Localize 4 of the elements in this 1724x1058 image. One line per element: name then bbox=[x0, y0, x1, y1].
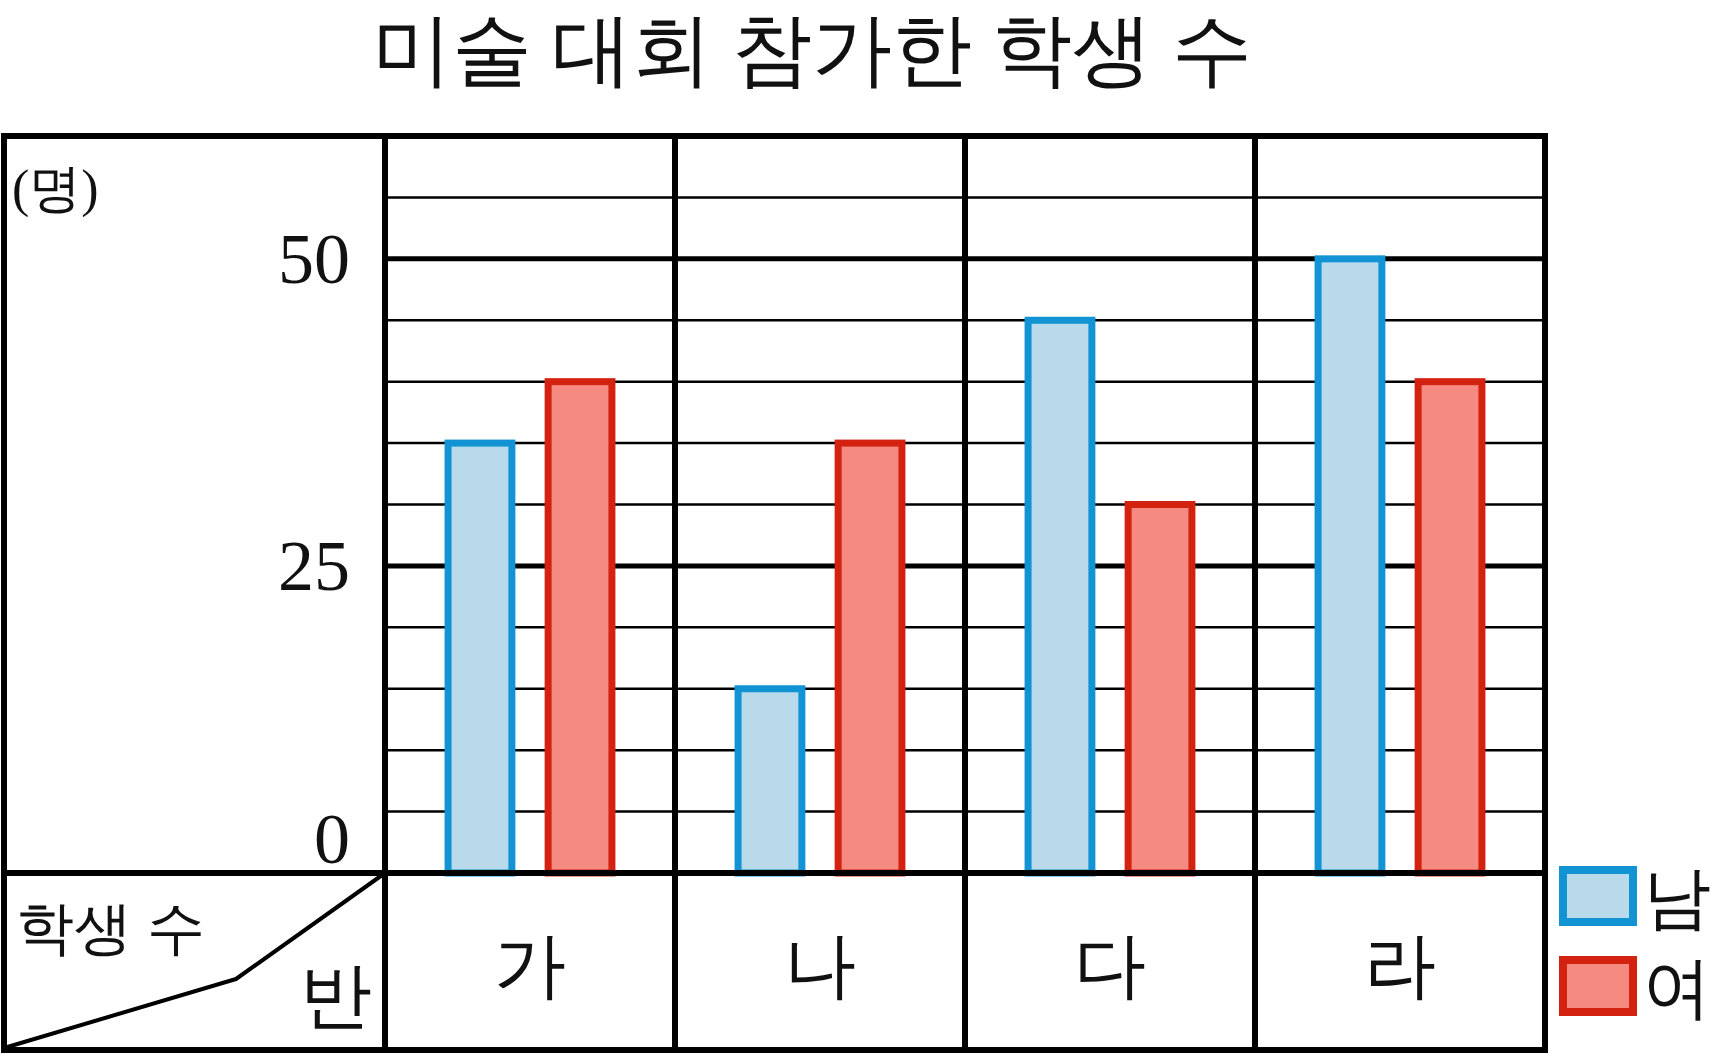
ylabel: (명) bbox=[12, 159, 99, 217]
xlabel: 반 bbox=[300, 956, 372, 1036]
title: 미술 대회 참가한 학생 수 bbox=[372, 6, 1252, 94]
annotation: 학생 수 bbox=[16, 895, 205, 961]
